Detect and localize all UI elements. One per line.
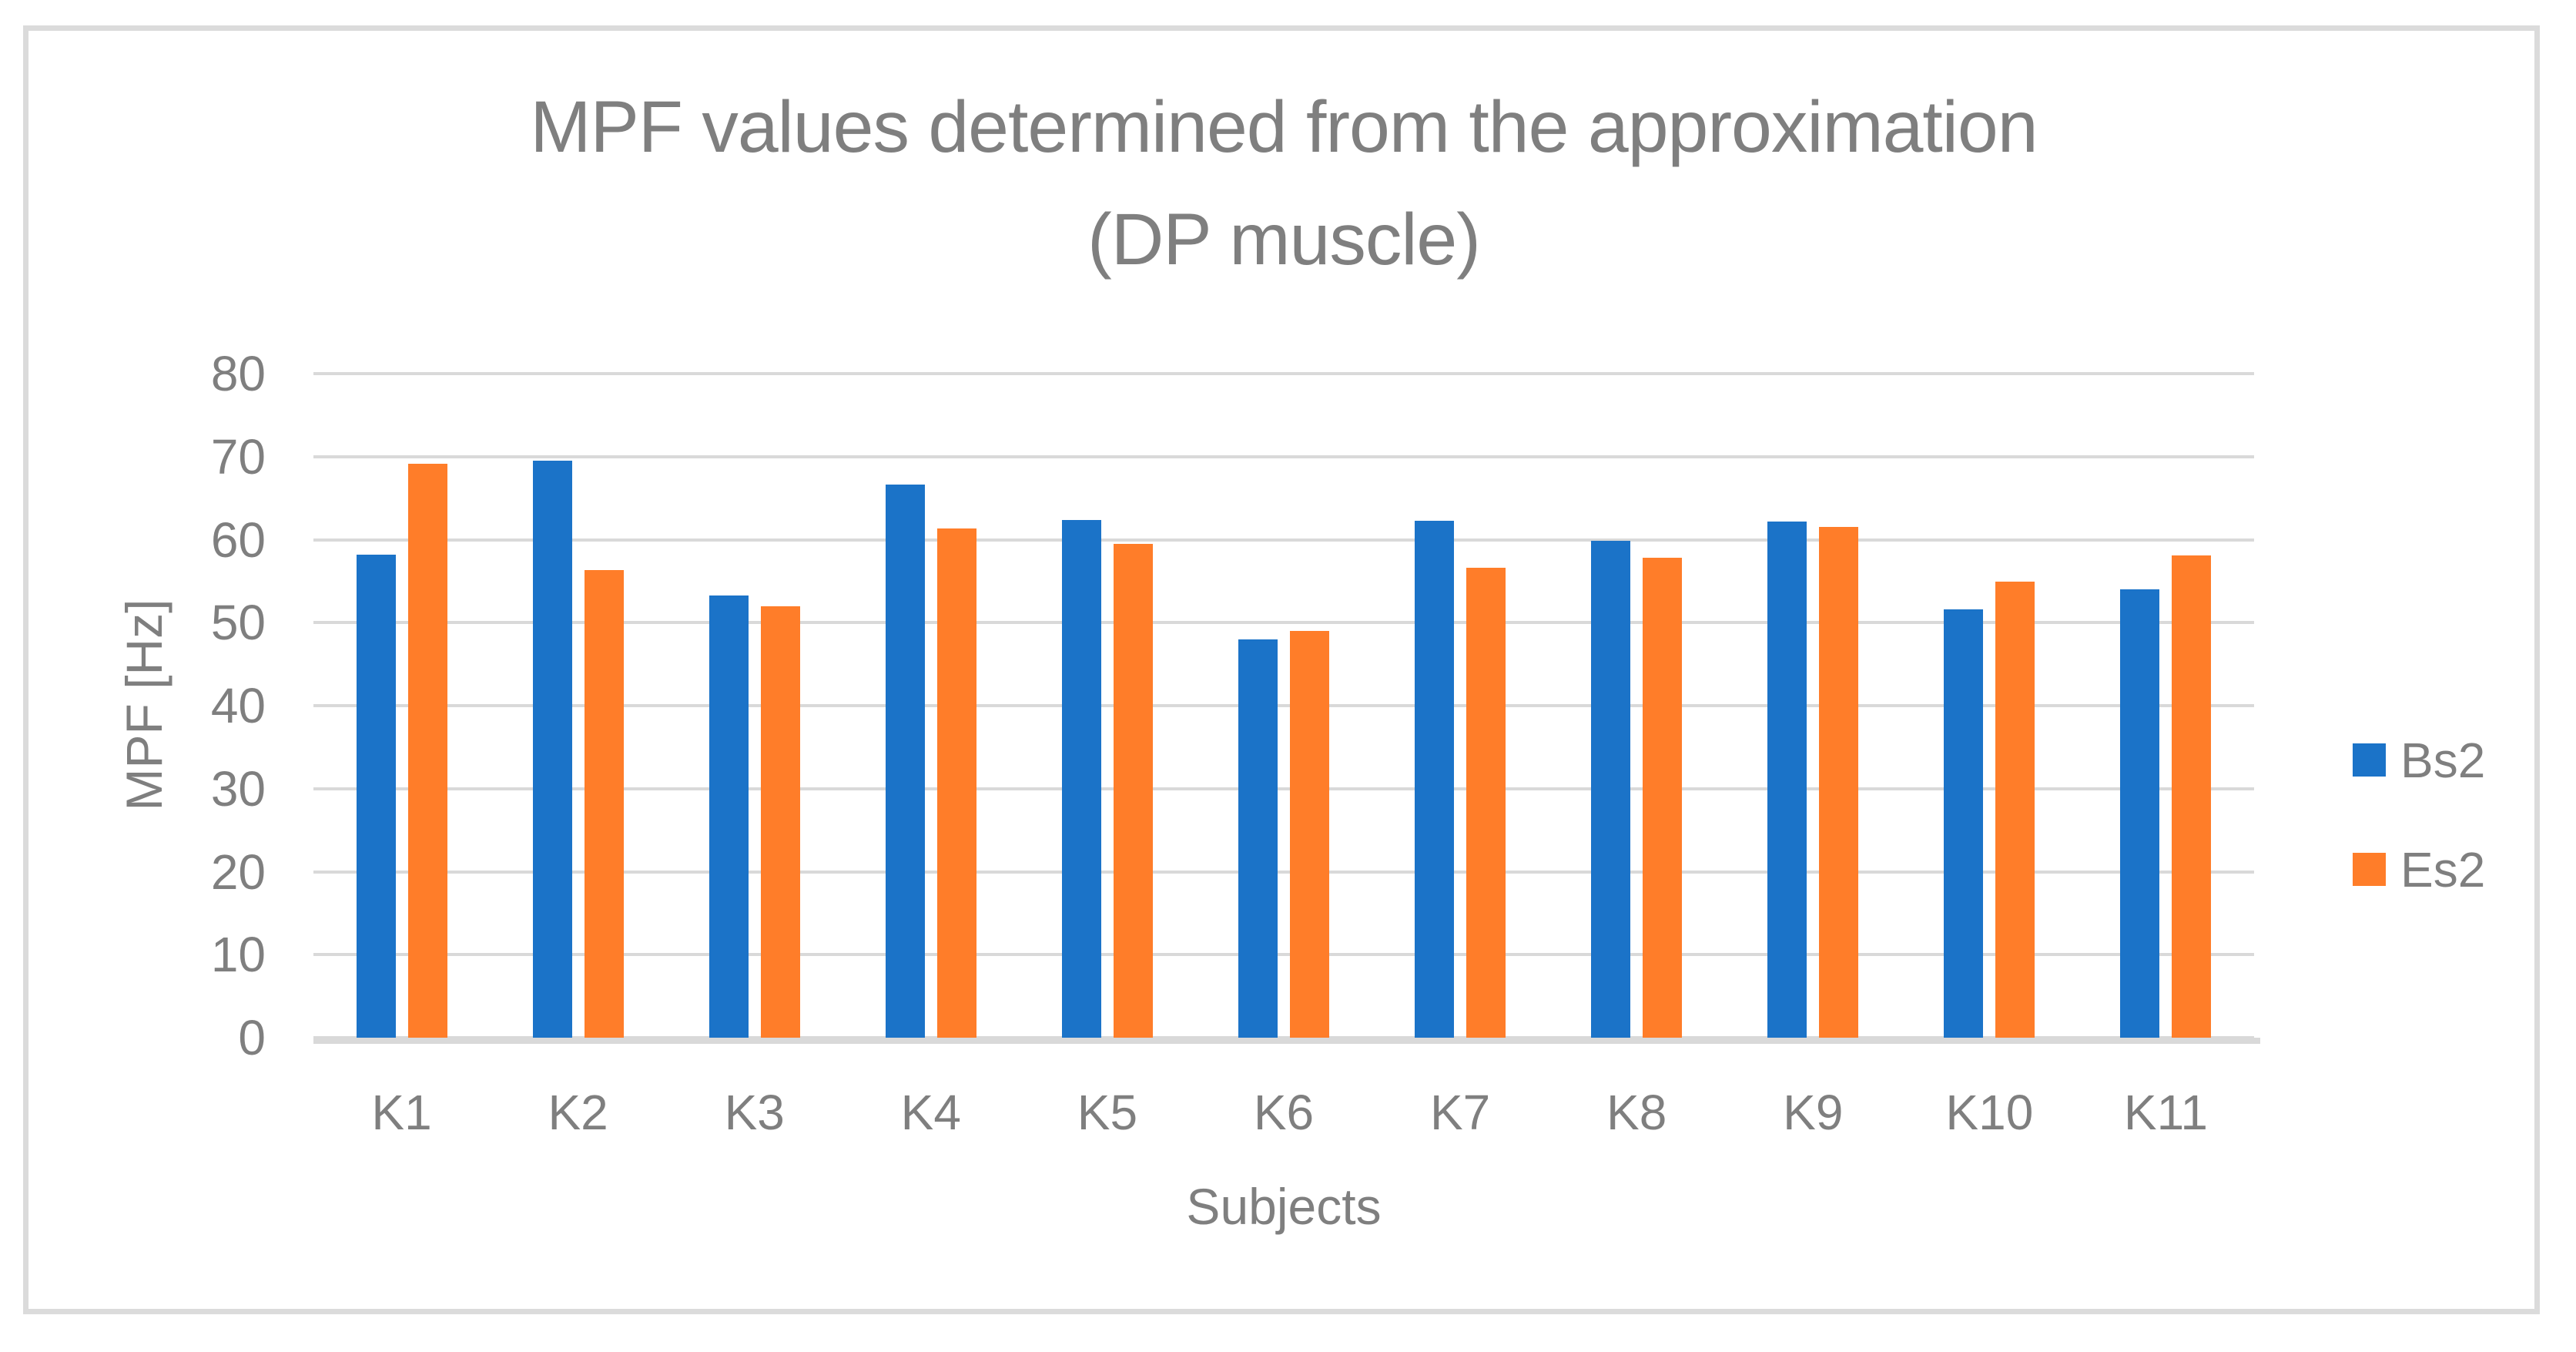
gridline-80 [313, 372, 2254, 375]
bar-bs2-k6 [1238, 639, 1278, 1038]
y-tick-label-0: 0 [238, 1010, 266, 1065]
bar-es2-k11 [2172, 555, 2212, 1038]
x-tick-label-k1: K1 [371, 1085, 432, 1140]
chart-title-line2: (DP muscle) [1087, 199, 1481, 280]
bar-es2-k9 [1819, 527, 1859, 1038]
bar-bs2-k10 [1944, 609, 1984, 1038]
chart-title-line1: MPF values determined from the approxima… [530, 86, 2038, 168]
bar-bs2-k3 [708, 595, 749, 1038]
y-tick-label-10: 10 [210, 927, 266, 983]
x-tick-label-k5: K5 [1077, 1085, 1138, 1140]
gridline-70 [313, 455, 2254, 458]
y-tick-label-20: 20 [210, 844, 266, 900]
x-tick-label-k9: K9 [1783, 1085, 1844, 1140]
bar-es2-k1 [407, 464, 447, 1038]
x-tick-label-k11: K11 [2123, 1085, 2209, 1140]
bar-es2-k10 [1995, 582, 2035, 1038]
bar-es2-k3 [760, 606, 800, 1038]
bar-es2-k8 [1643, 558, 1683, 1038]
chart-title: MPF values determined from the approxima… [530, 71, 2038, 296]
x-tick-label-k6: K6 [1253, 1085, 1315, 1140]
bar-bs2-k1 [356, 554, 396, 1038]
bar-es2-k5 [1113, 543, 1153, 1038]
x-axis-line [313, 1038, 2260, 1044]
gridline-40 [313, 704, 2254, 707]
x-tick-label-k10: K10 [1945, 1085, 2034, 1140]
bar-bs2-k2 [532, 461, 572, 1038]
y-tick-label-80: 80 [210, 346, 266, 401]
y-tick-label-70: 70 [210, 428, 266, 485]
y-tick-label-30: 30 [210, 760, 266, 817]
bar-es2-k6 [1290, 631, 1329, 1038]
y-axis-title: MPF [Hz] [116, 599, 173, 811]
bar-es2-k2 [584, 570, 624, 1038]
y-tick-label-60: 60 [210, 512, 266, 568]
gridline-30 [313, 787, 2254, 790]
legend-label-es2: Es2 [2400, 842, 2486, 897]
bar-bs2-k11 [2120, 589, 2160, 1038]
gridline-50 [313, 621, 2254, 625]
gridline-10 [313, 953, 2254, 957]
y-tick-label-50: 50 [210, 595, 266, 651]
y-tick-label-40: 40 [210, 678, 266, 733]
legend-swatch-es2 [2353, 853, 2386, 886]
bar-bs2-k9 [1767, 521, 1807, 1038]
bar-es2-k7 [1466, 568, 1506, 1038]
gridline-20 [313, 870, 2254, 874]
bar-es2-k4 [936, 528, 976, 1038]
x-tick-label-k2: K2 [548, 1085, 608, 1140]
bar-bs2-k7 [1415, 520, 1455, 1038]
x-tick-label-k4: K4 [900, 1085, 961, 1140]
x-tick-label-k8: K8 [1606, 1085, 1667, 1140]
bar-bs2-k4 [885, 485, 925, 1038]
x-tick-label-k3: K3 [724, 1085, 785, 1140]
legend-swatch-bs2 [2353, 743, 2386, 777]
gridline-60 [313, 538, 2254, 542]
x-axis-title: Subjects [1186, 1178, 1382, 1235]
bar-bs2-k8 [1591, 540, 1631, 1038]
plot-area [313, 372, 2254, 1039]
bar-bs2-k5 [1061, 519, 1101, 1038]
x-tick-label-k7: K7 [1429, 1085, 1491, 1140]
legend-label-bs2: Bs2 [2400, 733, 2486, 788]
